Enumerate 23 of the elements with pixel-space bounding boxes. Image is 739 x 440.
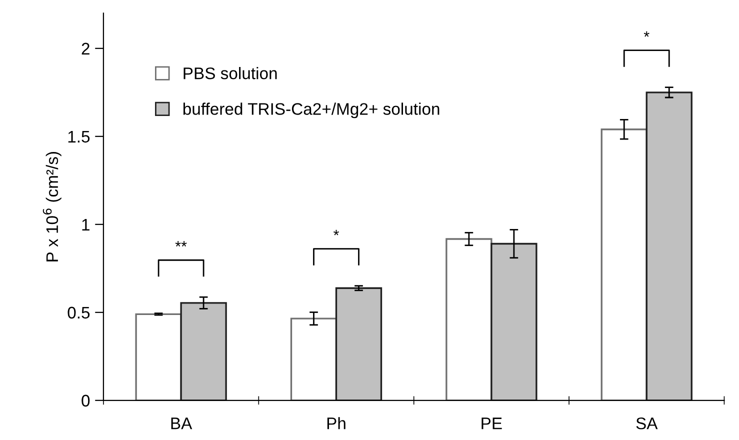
bar (335, 287, 382, 400)
y-axis-title: P x 10$^{6}$ (cm²/s) (42, 152, 62, 262)
x-tick-label: SA (636, 418, 658, 430)
bar (490, 242, 538, 400)
bar (290, 318, 338, 400)
bar (135, 313, 182, 400)
legend-label: PBS solution (184, 67, 277, 80)
annotation: ** (175, 241, 187, 247)
y-tick-label: 0 (82, 394, 90, 407)
y-tick-label: 1.5 (68, 130, 90, 143)
bar (600, 128, 648, 400)
x-tick-label: Ph (327, 417, 346, 430)
bar (646, 92, 692, 400)
bar (446, 238, 492, 400)
annotation: * (644, 31, 650, 37)
x-tick-label: PE (482, 418, 502, 430)
y-tick-label: 0.5 (68, 306, 90, 319)
annotation: * (334, 230, 339, 236)
y-tick-label: 1 (82, 218, 90, 230)
bar (180, 302, 227, 400)
legend-label: buffered TRIS-Ca2+/Mg2+ solution (183, 102, 440, 118)
y-tick-label: 2 (82, 42, 90, 54)
x-tick-label: BA (171, 418, 192, 430)
